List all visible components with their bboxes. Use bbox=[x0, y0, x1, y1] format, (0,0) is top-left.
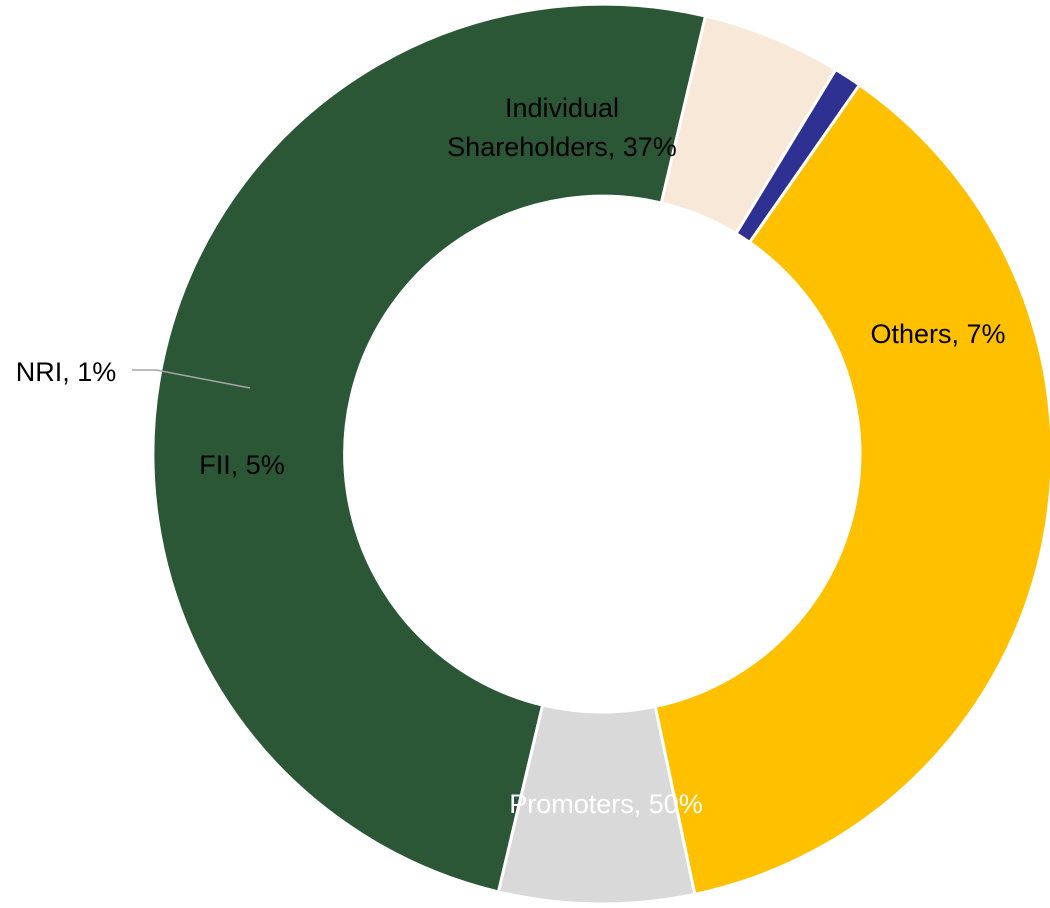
label-individual-shareholders-line1: Individual bbox=[505, 93, 619, 123]
label-fii: FII, 5% bbox=[199, 450, 285, 480]
label-promoters: Promoters, 50% bbox=[509, 789, 703, 819]
donut-slices bbox=[151, 2, 1050, 906]
label-others: Others, 7% bbox=[870, 319, 1005, 349]
leader-line-nri bbox=[132, 369, 251, 389]
label-individual-shareholders-line2: Shareholders, 37% bbox=[447, 132, 677, 162]
slice-individual-shareholders bbox=[653, 82, 1050, 897]
slice-others bbox=[496, 703, 697, 906]
label-nri: NRI, 1% bbox=[16, 357, 117, 387]
leader-lines bbox=[132, 369, 251, 389]
slice-promoters bbox=[151, 2, 708, 894]
